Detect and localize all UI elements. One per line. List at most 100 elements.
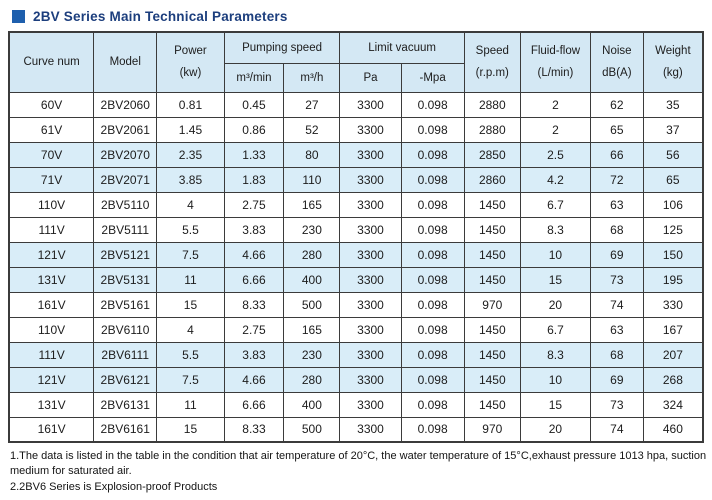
cell-fluid-flow: 4.2: [519, 166, 591, 193]
cell-vacuum-mpa: 0.098: [400, 291, 465, 318]
cell-pumping-m3h: 230: [283, 216, 341, 243]
cell-speed: 1450: [463, 391, 521, 418]
cell-power: 0.81: [156, 91, 225, 118]
cell-speed: 1450: [463, 266, 521, 293]
cell-pumping-m3h: 230: [283, 341, 341, 368]
cell-speed: 2880: [463, 91, 521, 118]
cell-vacuum-pa: 3300: [339, 116, 402, 143]
cell-vacuum-pa: 3300: [339, 316, 402, 343]
cell-vacuum-mpa: 0.098: [400, 191, 465, 218]
table-row: 111V 2BV5111 5.5 3.83 230 3300 0.098 1450 8.3 68 1…: [8, 216, 704, 243]
cell-noise: 69: [589, 366, 644, 393]
table-row: 131V 2BV6131 11 6.66 400 3300 0.098 1450 15 73 324: [8, 391, 704, 418]
cell-model: 2BV2060: [93, 91, 158, 118]
table-row: 60V 2BV2060 0.81 0.45 27 3300 0.098 2880 2 62 35: [8, 91, 704, 118]
cell-vacuum-mpa: 0.098: [400, 116, 465, 143]
cell-pumping-m3h: 500: [283, 416, 341, 443]
cell-pumping-m3h: 52: [283, 116, 341, 143]
cell-curve-num: 71V: [8, 166, 95, 193]
cell-model: 2BV6161: [93, 416, 158, 443]
cell-pumping-m3min: 3.83: [223, 216, 285, 243]
cell-pumping-m3min: 1.33: [223, 141, 285, 168]
header-noise-line2: dB(A): [602, 66, 632, 79]
cell-noise: 69: [589, 241, 644, 268]
cell-speed: 1450: [463, 341, 521, 368]
header-fluid-flow-line1: Fluid-flow: [530, 45, 581, 58]
cell-pumping-m3min: 6.66: [223, 266, 285, 293]
cell-power: 15: [156, 416, 225, 443]
cell-vacuum-mpa: 0.098: [400, 141, 465, 168]
cell-noise: 62: [589, 91, 644, 118]
cell-vacuum-mpa: 0.098: [400, 366, 465, 393]
cell-model: 2BV6111: [93, 341, 158, 368]
cell-curve-num: 131V: [8, 391, 95, 418]
header-fluid-flow-line2: (L/min): [537, 66, 574, 79]
cell-speed: 1450: [463, 241, 521, 268]
cell-power: 15: [156, 291, 225, 318]
cell-vacuum-pa: 3300: [339, 216, 402, 243]
cell-vacuum-pa: 3300: [339, 391, 402, 418]
header-curve-num: Curve num: [8, 31, 95, 93]
cell-vacuum-pa: 3300: [339, 366, 402, 393]
cell-vacuum-pa: 3300: [339, 341, 402, 368]
table-row: 161V 2BV5161 15 8.33 500 3300 0.098 970 20 74 330: [8, 291, 704, 318]
cell-power: 4: [156, 316, 225, 343]
section-title: 2BV Series Main Technical Parameters: [12, 9, 704, 24]
cell-power: 11: [156, 391, 225, 418]
cell-noise: 68: [589, 216, 644, 243]
cell-curve-num: 60V: [8, 91, 95, 118]
cell-pumping-m3min: 4.66: [223, 241, 285, 268]
cell-speed: 1450: [463, 216, 521, 243]
cell-model: 2BV6110: [93, 316, 158, 343]
header-pumping-speed: Pumping speed: [223, 31, 341, 64]
cell-vacuum-pa: 3300: [339, 91, 402, 118]
table-row: 111V 2BV6111 5.5 3.83 230 3300 0.098 1450 8.3 68 2…: [8, 341, 704, 368]
cell-fluid-flow: 10: [519, 241, 591, 268]
cell-curve-num: 110V: [8, 191, 95, 218]
cell-curve-num: 121V: [8, 366, 95, 393]
cell-vacuum-pa: 3300: [339, 416, 402, 443]
cell-model: 2BV6131: [93, 391, 158, 418]
cell-pumping-m3h: 165: [283, 191, 341, 218]
cell-model: 2BV5121: [93, 241, 158, 268]
cell-weight: 106: [642, 191, 704, 218]
cell-weight: 150: [642, 241, 704, 268]
cell-fluid-flow: 6.7: [519, 191, 591, 218]
cell-curve-num: 61V: [8, 116, 95, 143]
cell-noise: 74: [589, 416, 644, 443]
cell-power: 1.45: [156, 116, 225, 143]
cell-pumping-m3min: 8.33: [223, 416, 285, 443]
cell-noise: 74: [589, 291, 644, 318]
cell-noise: 63: [589, 316, 644, 343]
cell-fluid-flow: 15: [519, 391, 591, 418]
cell-pumping-m3h: 165: [283, 316, 341, 343]
table-row: 61V 2BV2061 1.45 0.86 52 3300 0.098 2880 2 65 37: [8, 116, 704, 143]
cell-fluid-flow: 20: [519, 291, 591, 318]
parameters-table: Curve num Model Power (kw) Pumping speed…: [8, 31, 704, 443]
table-row: 131V 2BV5131 11 6.66 400 3300 0.098 1450 15 73 195: [8, 266, 704, 293]
cell-noise: 72: [589, 166, 644, 193]
header-m3h: m³/h: [283, 62, 341, 93]
cell-speed: 2880: [463, 116, 521, 143]
cell-pumping-m3min: 0.86: [223, 116, 285, 143]
cell-vacuum-pa: 3300: [339, 191, 402, 218]
header-fluid-flow: Fluid-flow (L/min): [519, 31, 591, 93]
cell-weight: 35: [642, 91, 704, 118]
header-pa: Pa: [339, 62, 402, 93]
header-model: Model: [93, 31, 158, 93]
cell-weight: 460: [642, 416, 704, 443]
cell-weight: 324: [642, 391, 704, 418]
table-row: 121V 2BV5121 7.5 4.66 280 3300 0.098 1450 10 69 15…: [8, 241, 704, 268]
cell-vacuum-mpa: 0.098: [400, 216, 465, 243]
cell-fluid-flow: 8.3: [519, 341, 591, 368]
cell-model: 2BV5110: [93, 191, 158, 218]
cell-speed: 970: [463, 291, 521, 318]
cell-model: 2BV5161: [93, 291, 158, 318]
table-row: 70V 2BV2070 2.35 1.33 80 3300 0.098 2850 2.5 66 56: [8, 141, 704, 168]
cell-vacuum-pa: 3300: [339, 266, 402, 293]
cell-power: 5.5: [156, 341, 225, 368]
cell-curve-num: 111V: [8, 216, 95, 243]
cell-fluid-flow: 2: [519, 91, 591, 118]
cell-pumping-m3min: 1.83: [223, 166, 285, 193]
cell-curve-num: 111V: [8, 341, 95, 368]
